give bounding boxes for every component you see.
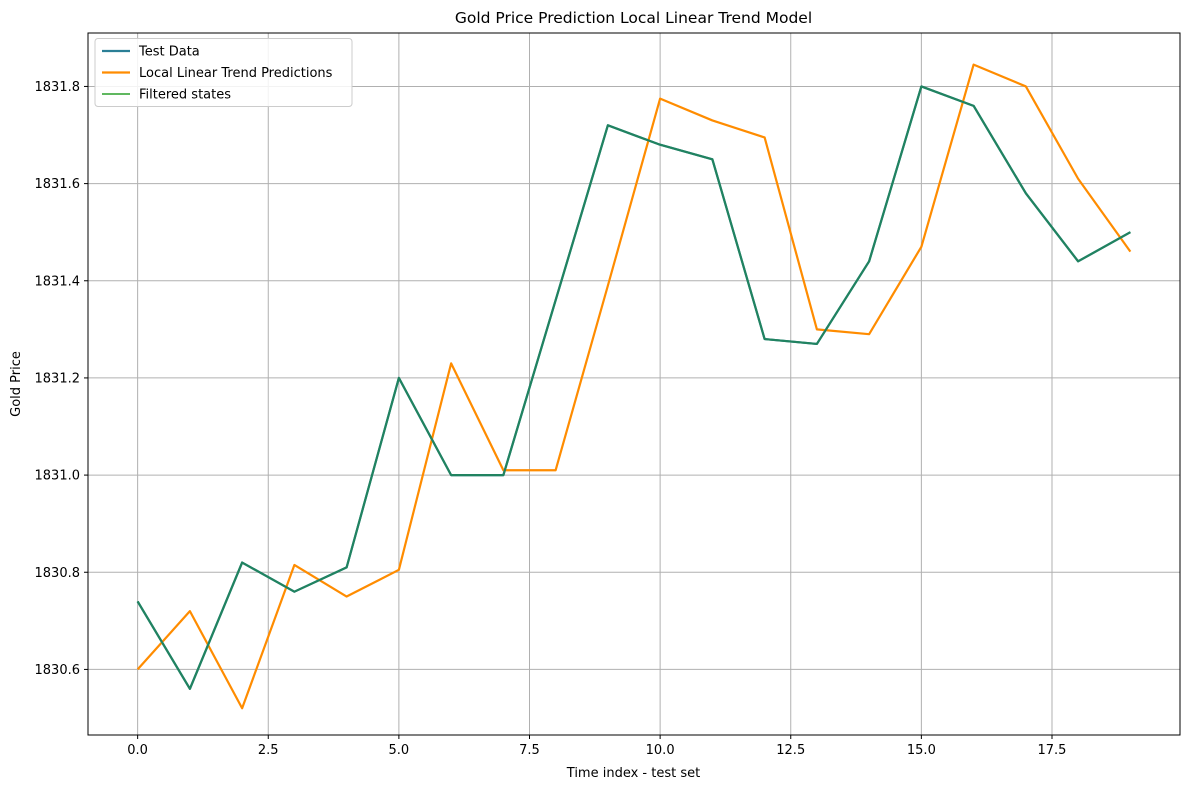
y-tick-label: 1830.8	[35, 566, 81, 581]
x-axis-label: Time index - test set	[566, 766, 700, 781]
predictions-line	[136, 63, 1132, 710]
x-tick-label: 2.5	[258, 743, 279, 758]
legend-label: Filtered states	[139, 88, 231, 103]
legend-label: Test Data	[138, 45, 200, 60]
chart-title: Gold Price Prediction Local Linear Trend…	[455, 9, 812, 27]
y-axis-ticks: 1830.6 1830.8 1831.0 1831.2 1831.4 1831.6 1831…	[35, 80, 88, 678]
y-tick-label: 1831.4	[35, 274, 81, 289]
y-axis-label: Gold Price	[9, 351, 24, 417]
y-tick-label: 1831.2	[35, 371, 81, 386]
series-lines	[136, 63, 1132, 710]
x-tick-label: 0.0	[127, 743, 148, 758]
y-tick-label: 1831.6	[35, 177, 81, 192]
x-tick-label: 5.0	[389, 743, 410, 758]
plot-frame	[87, 32, 1181, 736]
y-tick-label: 1831.8	[35, 80, 81, 95]
y-tick-label: 1831.0	[35, 469, 81, 484]
x-tick-label: 17.5	[1038, 743, 1067, 758]
x-tick-label: 15.0	[907, 743, 936, 758]
y-tick-label: 1830.6	[35, 663, 81, 678]
x-tick-label: 10.0	[646, 743, 675, 758]
legend-box	[94, 38, 353, 107]
x-tick-label: 12.5	[776, 743, 805, 758]
grid-lines	[88, 33, 1180, 735]
overlap-line	[136, 85, 1131, 690]
legend-label: Local Linear Trend Predictions	[139, 66, 333, 81]
x-axis-ticks: 0.0 2.5 5.0 7.5 10.0 12.5 15.0 17.5	[127, 735, 1066, 758]
legend: Test Data Local Linear Trend Predictions F…	[94, 38, 353, 107]
x-tick-label: 7.5	[519, 743, 540, 758]
